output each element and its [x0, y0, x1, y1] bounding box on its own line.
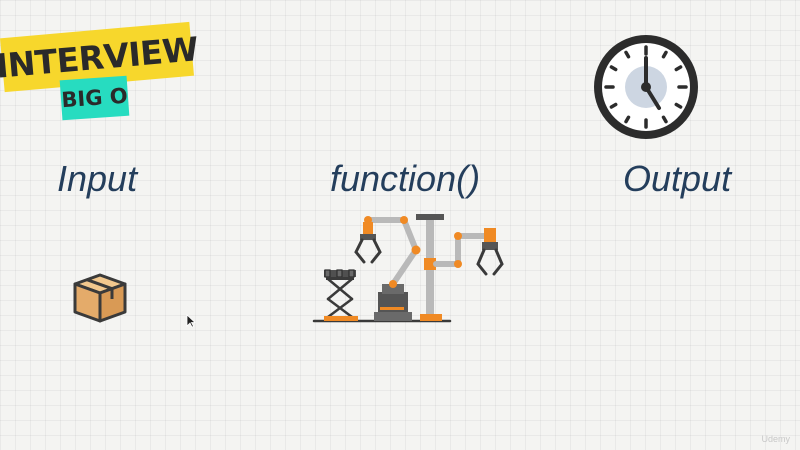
clock-icon — [594, 35, 698, 139]
watermark: Udemy — [761, 434, 790, 444]
input-label: Input — [57, 158, 138, 199]
robotic-arms-machine-icon — [312, 214, 504, 323]
output-label: Output — [623, 158, 732, 199]
badge-subtitle: BIG O — [60, 83, 129, 112]
function-label: function() — [330, 158, 481, 199]
badge-title: INTERVIEW — [0, 28, 200, 86]
package-box-icon — [73, 273, 127, 323]
mouse-pointer-icon — [186, 314, 196, 328]
big-o-badge: BIG O — [59, 75, 130, 121]
